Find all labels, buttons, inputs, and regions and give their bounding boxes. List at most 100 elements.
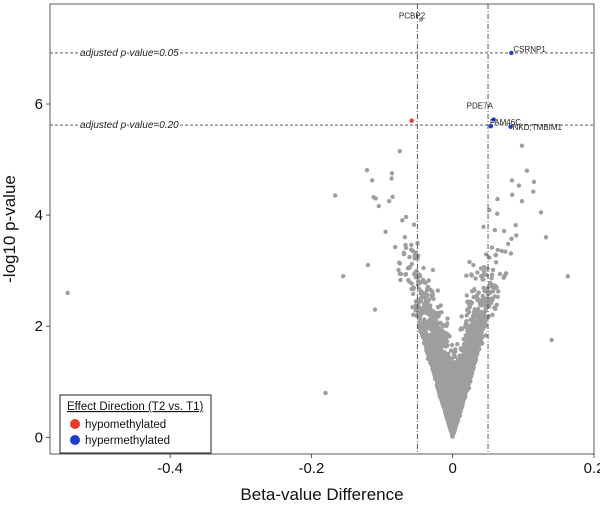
cloud-point [472, 360, 477, 366]
cloud-point [415, 311, 421, 316]
cloud-point [376, 203, 381, 209]
cloud-point [490, 267, 496, 273]
cloud-point [431, 351, 436, 356]
cloud-point [409, 242, 414, 248]
cloud-point [468, 371, 474, 376]
x-tick-label: 0 [449, 460, 457, 477]
cloud-point [495, 247, 500, 253]
cloud-point [492, 305, 497, 310]
cloud-point [443, 339, 448, 345]
cloud-point [411, 312, 416, 317]
cloud-point [480, 293, 485, 299]
cloud-point [443, 411, 448, 417]
cloud-point [475, 270, 480, 275]
y-axis-title: -log10 p-value [0, 175, 19, 283]
cloud-point [479, 324, 485, 329]
cloud-point [414, 306, 419, 312]
cloud-point [457, 404, 462, 410]
cloud-point [333, 193, 338, 198]
outlier-point [397, 149, 402, 154]
cloud-point [492, 285, 497, 291]
cloud-point [508, 251, 514, 256]
cloud-point [468, 340, 473, 345]
cloud-point [428, 287, 433, 292]
cloud-point [412, 256, 417, 261]
cloud-point [439, 348, 444, 353]
cloud-point [407, 254, 412, 260]
cloud-point [505, 241, 511, 247]
cloud-point [439, 333, 445, 338]
cloud-point [474, 331, 479, 337]
legend-box [59, 394, 212, 454]
cloud-point [464, 319, 469, 324]
cloud-point [445, 334, 450, 339]
legend-label-hypomethylated: hypomethylated [85, 419, 166, 431]
cloud-point [389, 171, 395, 176]
cloud-point [457, 353, 462, 358]
cloud-point [428, 345, 433, 351]
outlier-point [340, 274, 346, 279]
cloud-point [435, 376, 440, 381]
legend-swatch-hypomethylated [70, 419, 80, 429]
cloud-point [460, 353, 466, 358]
highlight-point [491, 117, 496, 122]
cloud-point [431, 356, 437, 361]
cloud-point [452, 422, 457, 427]
cloud-point [410, 291, 416, 297]
cloud-point [448, 381, 453, 386]
cloud-point [417, 316, 422, 322]
cloud-point [451, 430, 457, 435]
cloud-point [452, 380, 457, 385]
cloud-point [447, 386, 452, 391]
outlier-point [549, 337, 554, 343]
cloud-point [494, 302, 499, 307]
cloud-point [442, 383, 448, 388]
cloud-point [440, 364, 445, 370]
outlier-point [538, 210, 544, 215]
axes: -0.4 -0.2 0 0.2 0 2 4 6 [35, 96, 600, 477]
cloud-point [433, 363, 439, 368]
cloud-point [493, 260, 499, 265]
cloud-point [435, 326, 441, 331]
cloud-point [419, 307, 424, 312]
cloud-point [463, 387, 469, 392]
cloud-point [411, 222, 417, 227]
cloud-point [477, 342, 482, 347]
cloud-point [432, 332, 437, 338]
cloud-point [421, 265, 426, 271]
cloud-point [406, 279, 412, 284]
cloud-point [482, 264, 487, 270]
cloud-point [390, 194, 395, 199]
cloud-point [509, 236, 514, 241]
threshold-label: adjusted p-value=0.20 [80, 120, 179, 131]
cloud-point [483, 333, 488, 338]
cloud-point [501, 275, 506, 280]
x-tick-label: 0.2 [584, 460, 600, 477]
cloud-point [449, 416, 454, 421]
cloud-point [398, 277, 403, 283]
cloud-point [403, 242, 408, 248]
cloud-point [463, 360, 468, 365]
cloud-point [452, 373, 457, 379]
cloud-point [397, 260, 402, 265]
cloud-point [471, 294, 476, 300]
x-tick-label: -0.4 [157, 460, 183, 477]
cloud-point [425, 298, 430, 304]
cloud-point [503, 249, 508, 254]
cloud-point [493, 252, 499, 258]
highlight-point [509, 50, 514, 56]
cloud-point [468, 333, 473, 338]
cloud-point [486, 289, 491, 295]
cloud-point [445, 321, 450, 326]
cloud-point [464, 339, 469, 344]
cloud-point [436, 321, 441, 326]
cloud-point [483, 317, 489, 322]
highlighted-points [409, 17, 514, 129]
cloud-point [456, 401, 461, 406]
cloud-point [480, 312, 486, 317]
cloud-point [483, 296, 488, 301]
cloud-point [444, 389, 449, 395]
cloud-point [495, 211, 500, 216]
cloud-point [461, 377, 466, 382]
